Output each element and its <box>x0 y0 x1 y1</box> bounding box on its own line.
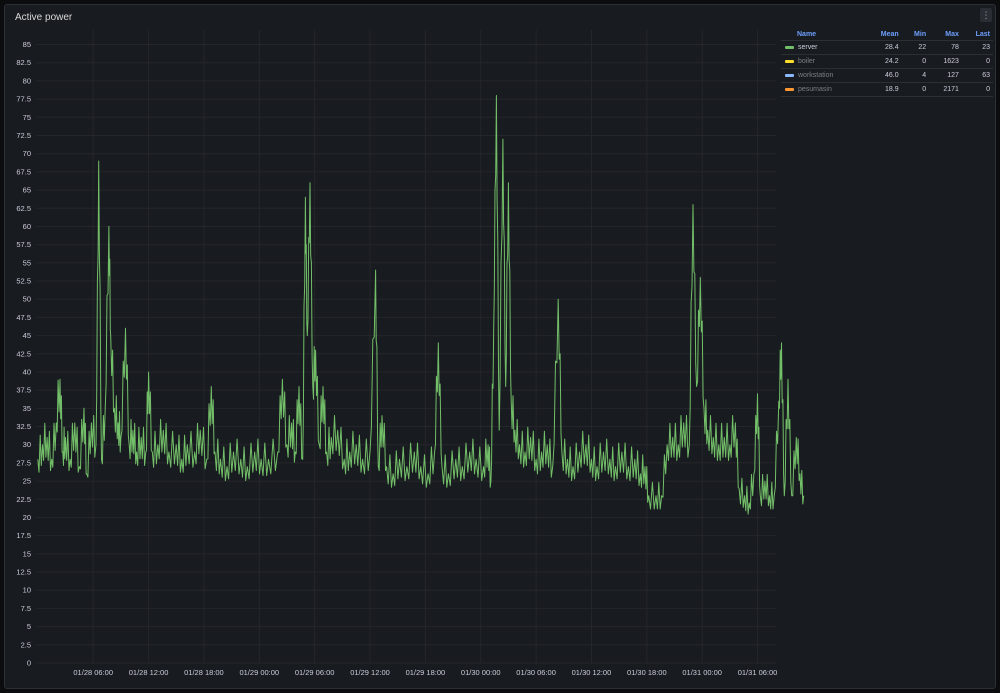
legend-max-value: 2171 <box>929 82 962 97</box>
y-tick-label: 2.5 <box>21 640 31 649</box>
y-tick-label: 45 <box>23 331 31 340</box>
legend-series-label: pesumasin <box>798 86 832 93</box>
legend-color-swatch <box>785 87 794 91</box>
y-tick-label: 47.5 <box>16 313 31 322</box>
x-tick-label: 01/29 06:00 <box>295 668 335 677</box>
y-tick-label: 72.5 <box>16 131 31 140</box>
x-tick-label: 01/30 06:00 <box>516 668 556 677</box>
y-tick-label: 22.5 <box>16 495 31 504</box>
y-tick-label: 32.5 <box>16 422 31 431</box>
y-tick-label: 25 <box>23 477 31 486</box>
y-tick-label: 65 <box>23 186 31 195</box>
x-tick-label: 01/28 06:00 <box>73 668 113 677</box>
legend-series-name[interactable]: server <box>781 40 866 55</box>
y-tick-label: 60 <box>23 222 31 231</box>
legend-mean-value: 24.2 <box>865 54 902 69</box>
y-tick-label: 82.5 <box>16 58 31 67</box>
legend-max-value: 1623 <box>929 54 962 69</box>
legend-header-row: Name Mean Min Max Last <box>781 30 993 41</box>
x-tick-label: 01/28 18:00 <box>184 668 224 677</box>
legend-series-name[interactable]: pesumasin <box>781 82 866 97</box>
legend-mean-value: 18.9 <box>865 82 902 97</box>
legend-mean-value: 46.0 <box>865 68 902 83</box>
y-tick-label: 85 <box>23 40 31 49</box>
legend-max-value: 127 <box>929 68 962 83</box>
y-tick-label: 30 <box>23 440 31 449</box>
x-tick-label: 01/30 00:00 <box>461 668 501 677</box>
y-tick-label: 15 <box>23 549 31 558</box>
legend-max-value: 78 <box>929 40 962 55</box>
legend-color-swatch <box>785 59 794 63</box>
series-line-server <box>37 95 805 515</box>
y-tick-label: 35 <box>23 404 31 413</box>
y-tick-label: 37.5 <box>16 386 31 395</box>
y-tick-label: 70 <box>23 149 31 158</box>
legend-mean-value: 28.4 <box>865 40 902 55</box>
legend-series-name[interactable]: boiler <box>781 54 866 69</box>
y-tick-label: 12.5 <box>16 568 31 577</box>
legend-color-swatch <box>785 45 794 49</box>
kebab-menu-icon[interactable]: ⋮ <box>980 8 992 22</box>
y-tick-label: 17.5 <box>16 531 31 540</box>
y-tick-label: 5 <box>27 622 31 631</box>
y-tick-label: 40 <box>23 367 31 376</box>
y-tick-label: 52.5 <box>16 277 31 286</box>
x-tick-label: 01/28 12:00 <box>129 668 169 677</box>
legend-row[interactable]: pesumasin 18.9 0 2171 0 <box>781 82 993 97</box>
legend-series-name[interactable]: workstation <box>781 68 866 83</box>
legend-column-max[interactable]: Max <box>929 30 962 41</box>
panel-title: Active power <box>15 12 73 23</box>
legend-row[interactable]: boiler 24.2 0 1623 0 <box>781 54 993 69</box>
y-tick-label: 20 <box>23 513 31 522</box>
x-tick-label: 01/31 00:00 <box>682 668 722 677</box>
legend-series-label: boiler <box>798 58 816 65</box>
legend-series-label: server <box>798 44 818 51</box>
legend-column-name[interactable]: Name <box>781 30 866 41</box>
legend-column-min[interactable]: Min <box>901 30 930 41</box>
legend-color-swatch <box>785 73 794 77</box>
x-tick-label: 01/31 06:00 <box>738 668 778 677</box>
legend-table: Name Mean Min Max Last server 28.4 22 78 23 boile… <box>781 30 993 97</box>
y-tick-label: 80 <box>23 76 31 85</box>
legend-last-value: 63 <box>961 68 993 83</box>
y-tick-label: 77.5 <box>16 95 31 104</box>
y-tick-label: 10 <box>23 586 31 595</box>
x-tick-label: 01/29 12:00 <box>350 668 390 677</box>
legend-last-value: 0 <box>961 82 993 97</box>
y-tick-label: 0 <box>27 659 31 668</box>
x-tick-label: 01/29 00:00 <box>239 668 279 677</box>
x-tick-label: 01/29 18:00 <box>406 668 446 677</box>
legend-min-value: 22 <box>901 40 930 55</box>
y-tick-label: 7.5 <box>21 604 31 613</box>
legend-min-value: 0 <box>901 54 930 69</box>
y-tick-label: 57.5 <box>16 240 31 249</box>
y-tick-label: 27.5 <box>16 458 31 467</box>
y-tick-label: 42.5 <box>16 349 31 358</box>
x-tick-label: 01/30 12:00 <box>572 668 612 677</box>
y-tick-label: 62.5 <box>16 204 31 213</box>
legend-min-value: 0 <box>901 82 930 97</box>
legend-series-label: workstation <box>798 72 834 79</box>
y-tick-label: 55 <box>23 258 31 267</box>
legend-row[interactable]: server 28.4 22 78 23 <box>781 40 993 55</box>
legend-min-value: 4 <box>901 68 930 83</box>
y-tick-label: 75 <box>23 113 31 122</box>
legend-column-mean[interactable]: Mean <box>865 30 902 41</box>
legend-row[interactable]: workstation 46.0 4 127 63 <box>781 68 993 83</box>
y-tick-label: 67.5 <box>16 167 31 176</box>
legend-last-value: 0 <box>961 54 993 69</box>
y-tick-label: 50 <box>23 295 31 304</box>
x-tick-label: 01/30 18:00 <box>627 668 667 677</box>
legend-last-value: 23 <box>961 40 993 55</box>
legend-column-last[interactable]: Last <box>961 30 993 41</box>
